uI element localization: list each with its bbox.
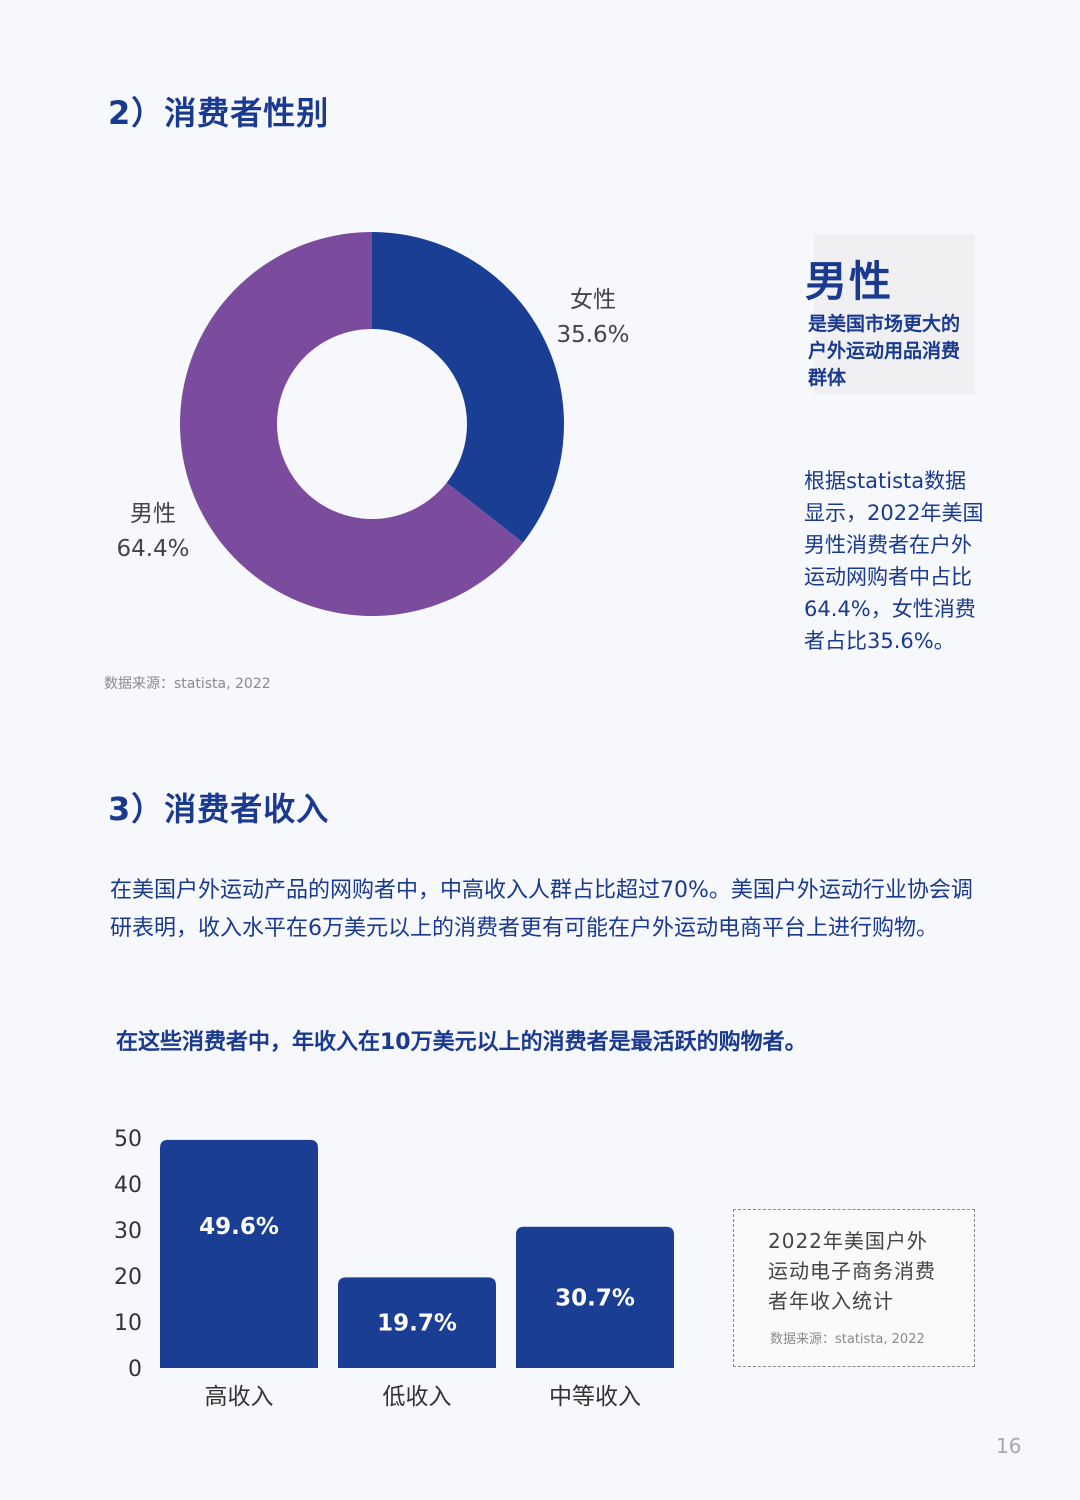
y-tick-label: 10 [114,1311,142,1336]
bar-2 [516,1226,674,1368]
highlight-card-text: 是美国市场更大的户外运动用品消费群体 [808,313,961,389]
section-title-income: 3）消费者收入 [108,790,330,828]
y-tick-label: 50 [114,1127,142,1152]
x-category-label: 中等收入 [549,1384,641,1410]
donut-label-male: 男性 64.4% [108,497,198,567]
donut-slice-0 [372,232,564,543]
income-bar-chart: 0 10 20 30 40 50 49.6% 高收入 19.7% 低收入 30.7% 中等收入 [114,1127,674,1410]
bar-data-label: 30.7% [555,1285,635,1311]
donut-label-female-name: 女性 [570,287,616,313]
donut-label-male-name: 男性 [130,501,176,527]
highlight-card-title: 男性 [805,257,894,306]
donut-label-female-value: 35.6% [556,322,630,348]
page-number: 16 [996,1434,1022,1458]
bar-1 [338,1277,496,1368]
y-tick-label: 40 [114,1173,142,1198]
highlight-card [814,234,975,394]
chart-note-box: 2022年美国户外运动电子商务消费者年收入统计 数据来源：statista, 2… [733,1209,975,1367]
section-title-gender: 2）消费者性别 [108,94,330,132]
bar-0 [160,1139,318,1368]
y-tick-label: 30 [114,1219,142,1244]
x-category-label: 低收入 [383,1384,452,1410]
data-source-gender: 数据来源：statista, 2022 [104,676,271,692]
donut-slice-1 [180,232,523,616]
income-paragraph: 在美国户外运动产品的网购者中，中高收入人群占比超过70%。美国户外运动行业协会调… [110,878,973,941]
bar-data-label: 19.7% [377,1311,457,1337]
bar-data-label: 49.6% [199,1214,279,1240]
x-category-label: 高收入 [205,1384,274,1410]
donut-label-female: 女性 35.6% [548,283,638,353]
donut-label-male-value: 64.4% [116,536,190,562]
chart-note-title: 2022年美国户外运动电子商务消费者年收入统计 [768,1229,936,1313]
gender-description: 根据statista数据显示，2022年美国男性消费者在户外运动网购者中占比64… [804,469,984,653]
gender-donut-chart [180,232,564,616]
y-tick-label: 0 [128,1357,142,1382]
income-highlight: 在这些消费者中，年收入在10万美元以上的消费者是最活跃的购物者。 [116,1030,807,1055]
data-source-income: 数据来源：statista, 2022 [770,1332,925,1347]
y-tick-label: 20 [114,1265,142,1290]
